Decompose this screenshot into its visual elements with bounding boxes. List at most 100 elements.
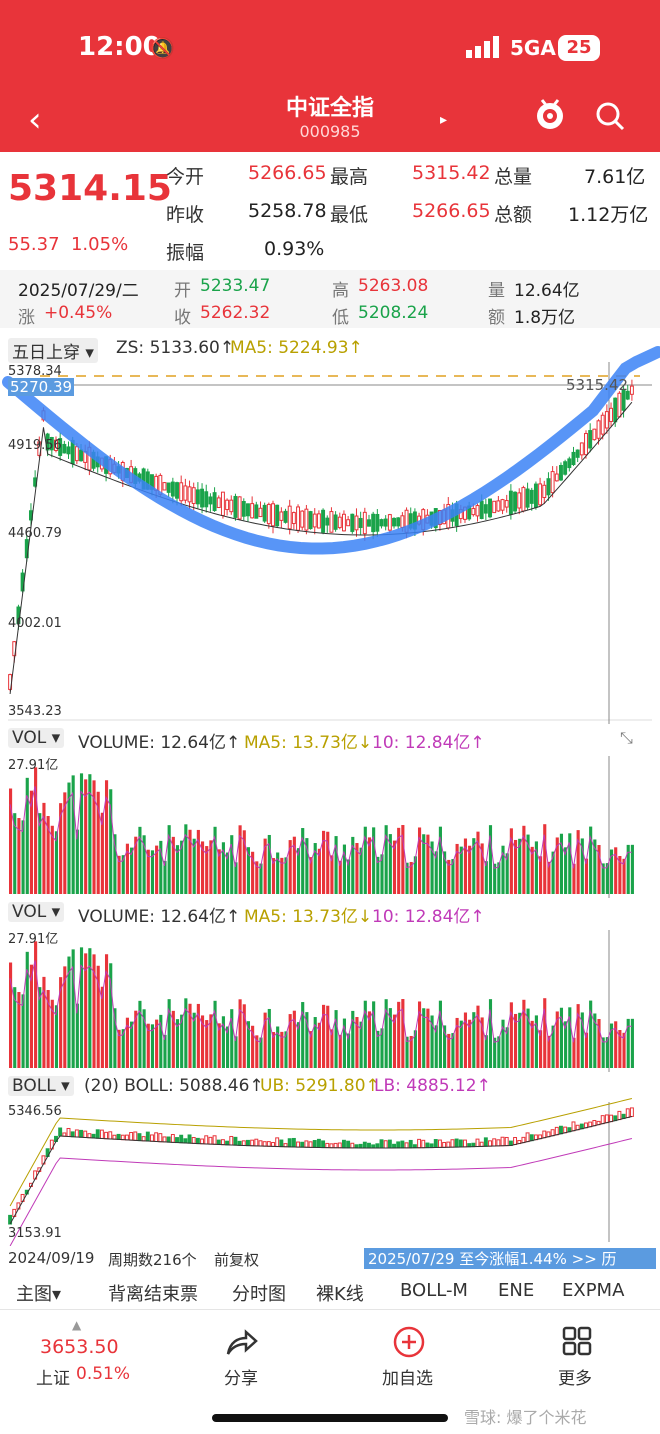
volume-bar — [526, 1008, 530, 1068]
add-watchlist-icon[interactable] — [393, 1326, 425, 1358]
volume-bar — [322, 1004, 326, 1068]
adjust-mode[interactable]: 前复权 — [214, 1251, 260, 1269]
candle-body — [521, 487, 526, 512]
sh-index-price[interactable]: 3653.50 — [40, 1336, 119, 1358]
volume-bar — [96, 965, 100, 1068]
boll-candle — [104, 1131, 109, 1140]
volume-bar — [138, 1000, 142, 1068]
tab-divergence[interactable]: 背离结束票 — [108, 1284, 198, 1305]
tick-label: 5378.34 — [8, 364, 62, 379]
boll-candle — [308, 1141, 313, 1148]
axis-start-date: 2024/09/19 — [8, 1249, 95, 1267]
boll-candle — [237, 1140, 242, 1146]
volume-bar — [309, 1031, 313, 1068]
boll-chart[interactable]: BOLL ▾ (20) BOLL: 5088.46↑ UB: 5291.80↑ … — [0, 1074, 660, 1246]
volume-bar — [580, 838, 584, 894]
volume-bar — [34, 941, 38, 1068]
signal-selector[interactable]: 五日上穿 ▾ — [8, 338, 98, 363]
tab-expma[interactable]: EXPMA — [562, 1280, 625, 1301]
volume-bar — [409, 861, 413, 894]
vol-ma-line — [9, 960, 632, 1043]
volume-bar — [568, 833, 572, 894]
volume-bar — [376, 1030, 380, 1068]
volume-bar — [184, 998, 188, 1068]
tab-boll-m[interactable]: BOLL-M — [400, 1280, 468, 1301]
boll-candle — [329, 1143, 334, 1149]
tab-main[interactable]: 主图▾ — [16, 1284, 62, 1305]
share-label[interactable]: 分享 — [224, 1369, 258, 1389]
boll-candle — [629, 1107, 634, 1117]
volume-bar — [584, 1032, 589, 1068]
volume-chart-2[interactable]: VOL ▾ VOLUME: 12.64亿↑ MA5: 13.73亿↓ 10: 1… — [0, 900, 660, 1072]
tab-ene[interactable]: ENE — [498, 1280, 535, 1301]
volume-bar — [593, 839, 597, 894]
candle-body — [254, 504, 259, 519]
back-icon[interactable]: ‹ — [28, 100, 42, 140]
boll-candle — [442, 1141, 447, 1148]
more-grid-icon[interactable] — [562, 1326, 592, 1356]
volume-bar — [175, 845, 180, 894]
volume-bar — [455, 1017, 459, 1068]
candle-body — [621, 389, 626, 411]
tick-label: 4002.01 — [8, 616, 62, 631]
volume-chart-1[interactable]: VOL ▾ VOLUME: 12.64亿↑ MA5: 13.73亿↓ 10: 1… — [0, 726, 660, 898]
volume-bar — [88, 774, 92, 894]
vol-selector[interactable]: VOL ▾ — [8, 902, 65, 922]
boll-candle — [458, 1139, 463, 1148]
range-gain-badge[interactable]: 2025/07/29 至今涨幅1.44% >> 历 — [364, 1248, 656, 1269]
volume-bar — [443, 851, 447, 894]
share-icon[interactable] — [224, 1328, 258, 1358]
volume-bar — [397, 1001, 401, 1068]
volume-bar — [413, 856, 417, 894]
boll-candle — [350, 1142, 355, 1149]
candle-body — [546, 478, 551, 496]
battery-icon: 25 — [558, 35, 600, 61]
candle-body — [79, 449, 83, 462]
kline-chart[interactable]: 五日上穿 ▾ ZS: 5133.60↑ MA5: 5224.93↑ 5378.3… — [0, 332, 660, 724]
volume-bar — [142, 1009, 146, 1068]
volume-bar — [238, 999, 242, 1068]
volume-bar — [284, 1031, 288, 1068]
candle-body — [308, 511, 313, 530]
volume-bar — [79, 947, 84, 1068]
volume-bar — [330, 855, 334, 894]
next-arrow-icon[interactable]: ▸ — [440, 112, 448, 128]
expand-icon[interactable]: ⤡ — [620, 728, 633, 747]
volume-bar — [322, 830, 326, 894]
volume-bar — [234, 1036, 238, 1068]
tab-bare-kline[interactable]: 裸K线 — [316, 1284, 364, 1305]
volume-bar — [71, 949, 75, 1068]
volume-bar — [614, 1021, 618, 1068]
candle-body — [250, 503, 255, 519]
volume-bar — [409, 1035, 413, 1068]
volume-bar — [384, 999, 388, 1068]
boll-candle — [195, 1137, 200, 1145]
boll-candle — [554, 1126, 559, 1136]
volume-value: VOLUME: 12.64亿↑ — [78, 907, 241, 927]
candle-body — [195, 489, 200, 505]
tab-timeshare[interactable]: 分时图 — [232, 1284, 286, 1305]
boll-candle — [488, 1140, 492, 1147]
status-time: 12:00 — [78, 32, 161, 62]
boll-candle — [450, 1139, 455, 1148]
more-label[interactable]: 更多 — [558, 1369, 592, 1389]
volume-bar — [543, 824, 547, 894]
boll-candle — [191, 1137, 196, 1144]
robot-assistant-icon[interactable] — [532, 96, 568, 132]
volume-bar — [501, 845, 505, 894]
volume-bar — [25, 951, 29, 1068]
candle-body — [175, 482, 179, 499]
volume-bar — [42, 976, 46, 1068]
vol-ma5: MA5: 13.73亿↓ — [244, 733, 373, 753]
boll-candle — [175, 1137, 179, 1144]
candle-body — [229, 499, 234, 513]
add-watchlist-label[interactable]: 加自选 — [382, 1369, 433, 1389]
candle-body — [74, 446, 79, 462]
volume-bar — [422, 1008, 426, 1068]
candle-body — [266, 503, 271, 525]
boll-candle — [571, 1121, 576, 1132]
vol-top-tick: 27.91亿 — [8, 758, 59, 773]
vol-selector[interactable]: VOL ▾ — [8, 728, 65, 748]
search-icon[interactable] — [594, 100, 626, 132]
boll-selector[interactable]: BOLL ▾ — [8, 1076, 74, 1096]
